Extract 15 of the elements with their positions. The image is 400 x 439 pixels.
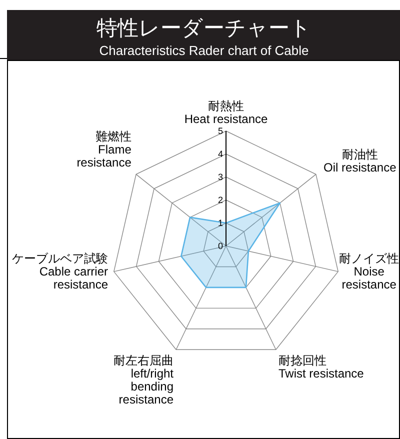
spoke-label: 耐左右屈曲 left/right bending resistance bbox=[114, 354, 174, 407]
chart-subtitle: Characteristics Rader chart of Cable bbox=[99, 43, 309, 58]
y-tick-label: 3 bbox=[218, 172, 223, 182]
y-tick-label: 4 bbox=[218, 149, 223, 159]
chart-title: 特性レーダーチャート bbox=[96, 17, 312, 40]
y-tick-label: 1 bbox=[218, 218, 223, 228]
spoke-label: 耐油性 Oil resistance bbox=[324, 147, 397, 174]
spoke-label: ケーブルベア試験 Cable carrier resistance bbox=[12, 252, 108, 292]
spoke-label: 耐熱性 Heat resistance bbox=[184, 99, 268, 126]
y-tick-label: 0 bbox=[218, 241, 223, 251]
spoke-label: 耐ノイズ性 Noise resistance bbox=[339, 252, 400, 292]
spoke-label: 難燃性 Flame resistance bbox=[76, 129, 132, 170]
y-tick-label: 2 bbox=[218, 195, 223, 205]
y-tick-label: 5 bbox=[218, 126, 223, 136]
spoke-label: 耐捻回性 Twist resistance bbox=[278, 354, 364, 381]
